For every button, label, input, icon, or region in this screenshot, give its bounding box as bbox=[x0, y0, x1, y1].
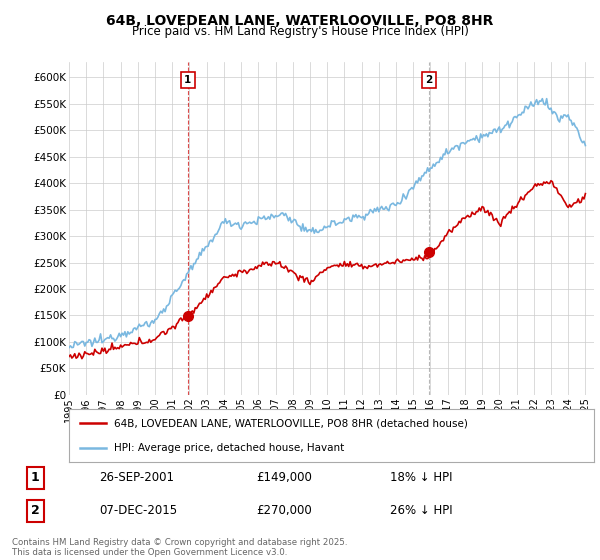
Text: 64B, LOVEDEAN LANE, WATERLOOVILLE, PO8 8HR (detached house): 64B, LOVEDEAN LANE, WATERLOOVILLE, PO8 8… bbox=[113, 418, 467, 428]
Text: 07-DEC-2015: 07-DEC-2015 bbox=[100, 504, 178, 517]
Text: 26-SEP-2001: 26-SEP-2001 bbox=[100, 471, 175, 484]
Text: 1: 1 bbox=[31, 471, 40, 484]
Text: 1: 1 bbox=[184, 75, 191, 85]
Text: 18% ↓ HPI: 18% ↓ HPI bbox=[391, 471, 453, 484]
Text: Contains HM Land Registry data © Crown copyright and database right 2025.
This d: Contains HM Land Registry data © Crown c… bbox=[12, 538, 347, 557]
Text: Price paid vs. HM Land Registry's House Price Index (HPI): Price paid vs. HM Land Registry's House … bbox=[131, 25, 469, 38]
Text: 26% ↓ HPI: 26% ↓ HPI bbox=[391, 504, 453, 517]
Text: £270,000: £270,000 bbox=[256, 504, 312, 517]
Text: HPI: Average price, detached house, Havant: HPI: Average price, detached house, Hava… bbox=[113, 442, 344, 452]
Text: £149,000: £149,000 bbox=[256, 471, 313, 484]
Text: 64B, LOVEDEAN LANE, WATERLOOVILLE, PO8 8HR: 64B, LOVEDEAN LANE, WATERLOOVILLE, PO8 8… bbox=[106, 14, 494, 28]
Text: 2: 2 bbox=[31, 504, 40, 517]
Text: 2: 2 bbox=[425, 75, 433, 85]
